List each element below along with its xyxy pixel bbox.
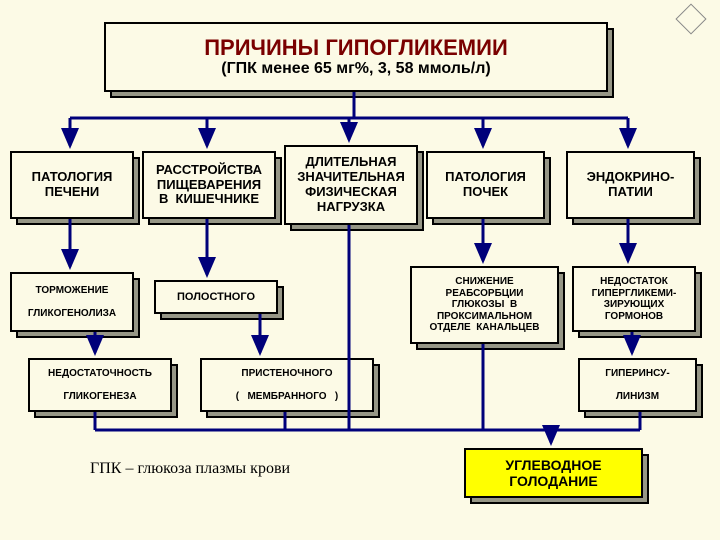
diagram-root: ПРИЧИНЫ ГИПОГЛИКЕМИИ (ГПК менее 65 мг%, … bbox=[0, 0, 720, 540]
arrows-layer bbox=[0, 0, 720, 540]
